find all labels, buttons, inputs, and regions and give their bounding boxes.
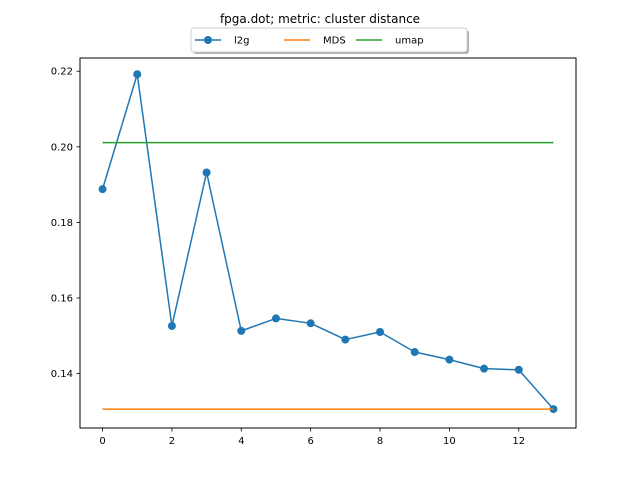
legend-item-umap[interactable]: umap (356, 36, 424, 47)
chart-title: fpga.dot; metric: cluster distance (220, 12, 420, 26)
data-point-l2g (167, 321, 176, 330)
x-tick-label: 10 (443, 436, 456, 447)
y-tick-label: 0.14 (51, 369, 73, 380)
y-tick-label: 0.20 (51, 142, 73, 153)
x-axis: 0 2 4 6 8 10 12 (99, 428, 525, 447)
legend-label: MDS (323, 36, 346, 47)
y-tick-label: 0.16 (51, 293, 73, 304)
data-point-l2g (237, 326, 246, 335)
x-tick-label: 12 (512, 436, 525, 447)
plot-area (80, 58, 576, 428)
y-tick-label: 0.22 (51, 67, 73, 78)
x-tick-label: 0 (99, 436, 105, 447)
y-tick-label: 0.18 (51, 218, 73, 229)
x-tick-label: 8 (377, 436, 383, 447)
data-point-l2g (133, 70, 142, 79)
x-tick-label: 6 (307, 436, 313, 447)
series-layer (98, 70, 558, 414)
data-point-l2g (271, 314, 280, 323)
legend-box (190, 27, 468, 53)
data-point-l2g (376, 328, 385, 337)
series-line-l2g (101, 73, 555, 410)
data-point-l2g (98, 185, 107, 194)
data-point-l2g (202, 168, 211, 177)
legend-item-l2g[interactable]: l2g (195, 36, 250, 47)
y-axis: 0.14 0.16 0.18 0.20 0.22 (51, 67, 80, 380)
data-point-l2g (410, 348, 419, 357)
data-point-l2g (306, 319, 315, 328)
data-point-l2g (341, 335, 350, 344)
data-point-l2g (445, 355, 454, 364)
legend[interactable]: l2g MDS umap (190, 27, 469, 54)
legend-label: umap (395, 36, 424, 47)
data-point-l2g (549, 405, 558, 414)
plot-frame (79, 57, 577, 429)
data-point-l2g (514, 365, 523, 374)
data-point-l2g (480, 364, 489, 373)
x-tick-label: 2 (169, 436, 175, 447)
x-tick-label: 4 (238, 436, 244, 447)
legend-item-mds[interactable]: MDS (284, 36, 346, 47)
legend-label: l2g (234, 36, 250, 47)
legend-marker (204, 36, 212, 44)
